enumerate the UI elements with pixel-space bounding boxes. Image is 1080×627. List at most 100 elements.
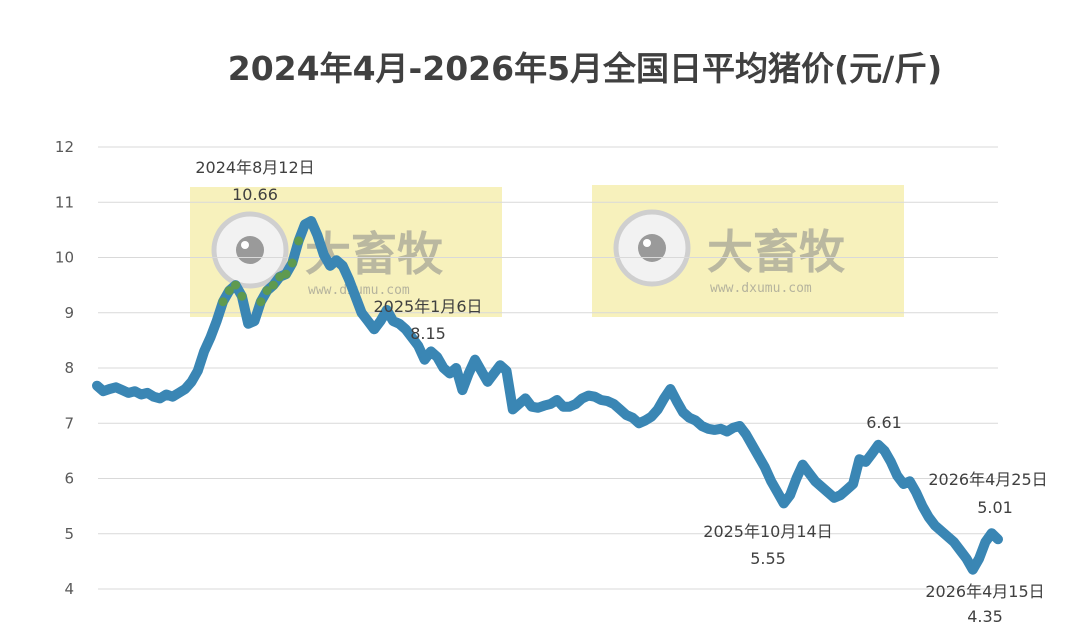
data-point [810,476,820,486]
data-point [968,565,978,575]
annotation-apr25-value: 5.01 [977,498,1013,517]
data-point [237,291,247,301]
data-point [401,324,411,334]
annotation-apr15-date: 2026年4月15日 [925,582,1044,601]
data-point [842,485,852,495]
data-point [886,457,896,467]
watermark-right: 大畜牧 www.dxumu.com [592,185,904,317]
data-point [817,482,827,492]
data-point [747,440,757,450]
data-point [445,369,455,378]
gridlines [98,146,998,590]
data-point [659,393,669,403]
data-point [502,366,511,376]
data-point [514,399,524,409]
data-point [313,230,322,240]
data-point [804,468,814,478]
data-point [980,537,990,547]
data-point [647,412,656,422]
data-point [294,236,304,246]
data-point [760,462,770,472]
data-point [911,487,921,497]
data-point [407,333,417,343]
data-point [394,319,404,329]
annotation-peak-date: 2024年8月12日 [195,158,314,177]
data-point [741,429,751,439]
data-point [470,355,480,365]
data-point [785,490,795,500]
data-point [571,399,581,409]
data-point [420,355,430,365]
data-point [653,404,663,414]
data-point [212,316,222,326]
data-point [180,384,190,394]
y-tick-label: 8 [64,359,74,377]
data-point [187,377,196,387]
data-point [338,261,348,271]
data-point [250,316,259,326]
watermark-left-url: www.dxumu.com [308,283,410,298]
watermark-left: 大畜牧 www.dxumu.com [190,187,502,317]
watermark-right-logo-icon [613,209,691,287]
data-point [363,316,373,326]
data-point [962,554,971,564]
data-point [224,286,234,296]
y-tick-label: 6 [64,470,74,488]
data-point [609,399,619,409]
data-point [439,363,448,373]
data-point [823,487,833,497]
annotation-peak-value: 10.66 [232,185,278,204]
data-point [665,384,675,394]
data-point [955,545,965,555]
data-point [798,460,808,470]
data-point [905,476,915,486]
data-point [325,261,335,271]
data-point [773,487,782,497]
annotation-local-high-value: 6.61 [866,413,902,432]
data-point [199,346,209,356]
data-point [691,416,701,425]
data-point [924,512,934,522]
watermark-right-brand: 大畜牧 [707,225,846,279]
data-point [432,352,442,362]
data-point [331,255,341,265]
y-tick-label: 12 [55,138,74,156]
data-point [848,479,858,489]
data-point [836,490,845,500]
data-point [92,381,102,391]
annotations: 2024年8月12日 10.66 2025年1月6日 8.15 6.61 202… [195,158,1047,626]
y-tick-label: 10 [55,249,74,267]
y-tick-label: 4 [64,580,74,598]
data-point [426,346,436,356]
data-point [344,275,354,285]
data-point [672,396,682,406]
data-point [615,404,625,414]
data-point [917,501,927,511]
data-point [464,369,474,378]
data-point [943,532,953,541]
data-point [350,291,360,301]
data-point [218,297,228,307]
chart-title: 2024年4月-2026年5月全国日平均猪价(元/斤) [228,49,943,88]
data-point [779,498,789,508]
y-axis-ticks: 4 5 6 7 8 9 10 11 12 [55,138,74,598]
y-tick-label: 7 [64,414,74,432]
data-point [766,476,776,486]
data-point [520,393,530,403]
data-point [306,216,316,226]
annotation-jan-value: 8.15 [410,324,446,343]
watermarks: 大畜牧 www.dxumu.com 大畜牧 www.dxumu.com [190,185,904,317]
data-point [457,385,467,395]
data-point [987,528,997,538]
data-point [451,363,461,373]
data-point [558,402,568,412]
data-point [880,446,890,456]
data-point [483,377,493,387]
data-point [287,258,297,268]
y-tick-label: 11 [55,193,74,211]
annotation-oct-value: 5.55 [750,549,786,568]
annotation-jan-date: 2025年1月6日 [373,297,482,316]
data-point [936,526,946,536]
data-point [382,305,392,315]
